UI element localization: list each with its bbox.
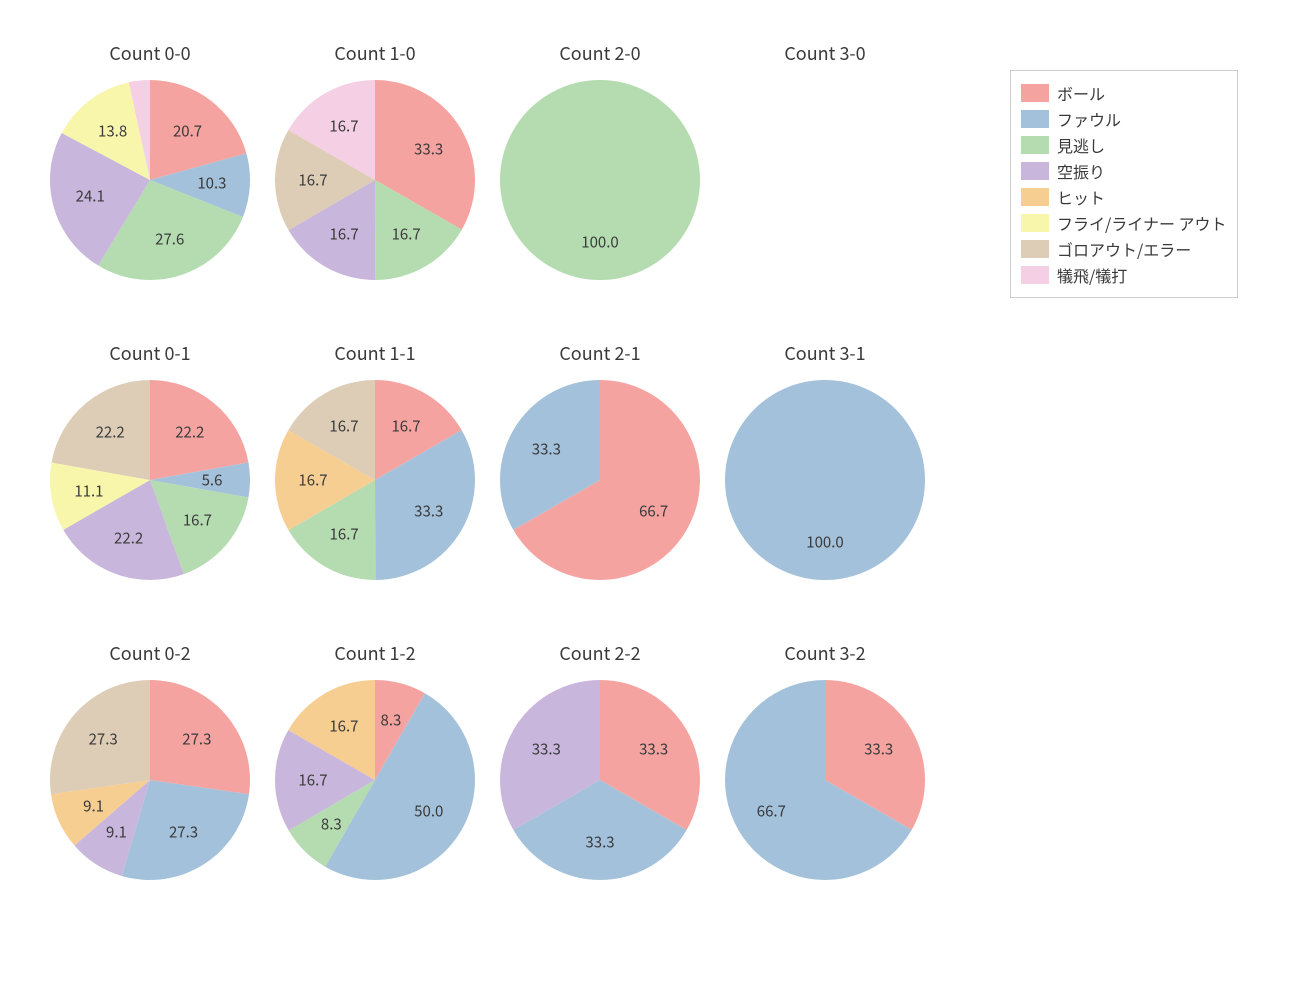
chart-title: Count 1-2 [334,640,415,666]
legend-swatch [1021,84,1049,102]
legend-item: 見逃し [1021,133,1227,157]
pie-chart [275,80,475,280]
legend-label: ゴロアウト/エラー [1057,237,1191,261]
pie-chart [50,380,250,580]
legend-item: 空振り [1021,159,1227,183]
chart-title: Count 1-0 [334,40,415,66]
pie-slice [52,380,150,480]
legend-label: ボール [1057,81,1105,105]
pie-chart [50,680,250,880]
chart-title: Count 0-1 [109,340,190,366]
pie-chart [725,680,925,880]
chart-title: Count 3-0 [784,40,865,66]
chart-title: Count 2-0 [559,40,640,66]
pie-chart [275,680,475,880]
legend-label: ヒット [1057,185,1105,209]
pie-slice [50,680,150,794]
legend-swatch [1021,266,1049,284]
legend-swatch [1021,240,1049,258]
pie-chart [500,380,700,580]
pie-slice [150,680,250,794]
legend-swatch [1021,214,1049,232]
legend-swatch [1021,136,1049,154]
pie-chart [50,80,250,280]
chart-title: Count 3-2 [784,640,865,666]
legend-label: 見逃し [1057,133,1105,157]
pie-slice [725,380,925,580]
pie-chart [725,380,925,580]
legend-label: 空振り [1057,159,1105,183]
legend-label: 犠飛/犠打 [1057,263,1127,287]
chart-title: Count 3-1 [784,340,865,366]
legend-label: フライ/ライナー アウト [1057,211,1227,235]
chart-title: Count 0-2 [109,640,190,666]
chart-title: Count 0-0 [109,40,190,66]
legend-item: フライ/ライナー アウト [1021,211,1227,235]
legend-swatch [1021,162,1049,180]
pie-chart [500,680,700,880]
legend-item: 犠飛/犠打 [1021,263,1227,287]
pie-chart [500,80,700,280]
chart-title: Count 2-2 [559,640,640,666]
legend-item: ボール [1021,81,1227,105]
chart-title: Count 2-1 [559,340,640,366]
legend-item: ファウル [1021,107,1227,131]
legend: ボールファウル見逃し空振りヒットフライ/ライナー アウトゴロアウト/エラー犠飛/… [1010,70,1238,298]
legend-item: ゴロアウト/エラー [1021,237,1227,261]
legend-label: ファウル [1057,107,1121,131]
legend-swatch [1021,110,1049,128]
pie-chart [275,380,475,580]
chart-title: Count 1-1 [334,340,415,366]
legend-item: ヒット [1021,185,1227,209]
legend-swatch [1021,188,1049,206]
chart-canvas: Count 0-0 Count 1-0 Count 2-0 Count 3-0 Coun… [0,0,1300,1000]
pie-slice [500,80,700,280]
pie-slice [150,380,248,480]
